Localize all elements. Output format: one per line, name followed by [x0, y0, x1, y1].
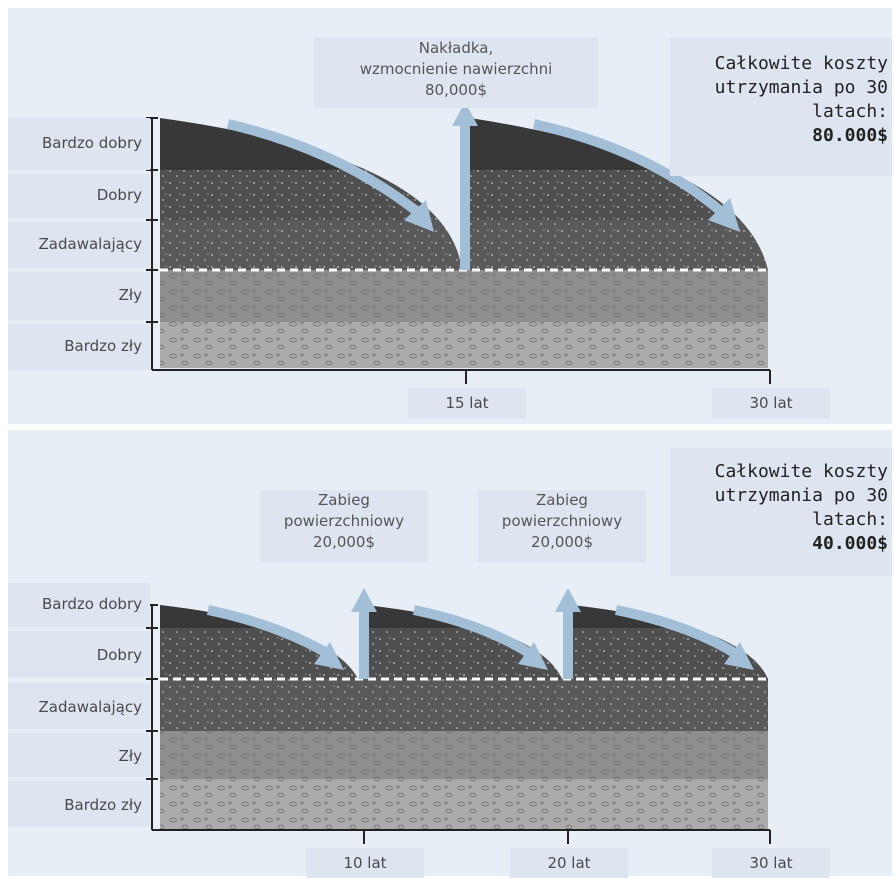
top-total-line-1: Całkowite koszty — [714, 53, 888, 74]
top-very-poor-texture — [160, 322, 768, 368]
bottom-intervention-1-line-2: powierzchniowy — [283, 512, 405, 530]
bottom-intervention-note-2: Zabieg powierzchniowy 20,000$ — [478, 490, 646, 562]
top-condition-very-good: Bardzo dobry — [8, 118, 150, 170]
top-total-line-3: latach: — [812, 101, 888, 122]
bottom-poor-texture — [160, 731, 768, 779]
top-condition-fair: Zadawalający — [8, 222, 150, 268]
bottom-condition-very-poor: Bardzo zły — [8, 781, 150, 827]
bottom-time-label-20: 20 lat — [510, 848, 628, 878]
top-intervention-line-2: wzmocnienie nawierzchni — [359, 60, 553, 78]
top-total-box — [670, 38, 892, 176]
bottom-pavement-section-3 — [572, 605, 768, 679]
bottom-arrows — [206, 588, 754, 679]
top-condition-very-poor: Bardzo zły — [8, 324, 150, 370]
bottom-intervention-2-line-1: Zabieg — [536, 491, 588, 509]
top-poor-texture — [160, 270, 768, 322]
top-total-line-2: utrzymania po 30 — [714, 77, 888, 98]
top-time-label-15: 15 lat — [408, 388, 526, 418]
bottom-condition-good: Dobry — [8, 631, 150, 677]
bottom-intervention-1-cost: 20,000$ — [312, 533, 376, 551]
bottom-total-amount: 40.000$ — [812, 533, 888, 554]
bottom-condition-very-good: Bardzo dobry — [8, 583, 150, 627]
bottom-condition-fair: Zadawalający — [8, 683, 150, 729]
bottom-very-poor-texture — [160, 779, 768, 829]
bottom-fair-texture — [160, 679, 768, 731]
bottom-total-cost: Całkowite koszty utrzymania po 30 latach… — [670, 460, 888, 556]
bottom-time-label-30: 30 lat — [712, 848, 830, 878]
bottom-total-box — [670, 448, 892, 576]
top-intervention-line-1: Nakładka, — [418, 39, 494, 57]
top-intervention-note: Nakładka, wzmocnienie nawierzchni 80,000… — [314, 38, 598, 108]
top-axes — [146, 117, 771, 384]
bottom-time-label-10: 10 lat — [306, 848, 424, 878]
top-condition-good: Dobry — [8, 174, 150, 218]
top-total-cost: Całkowite koszty utrzymania po 30 latach… — [670, 52, 888, 148]
bottom-total-line-3: latach: — [812, 509, 888, 530]
bottom-total-line-1: Całkowite koszty — [714, 461, 888, 482]
bottom-intervention-2-line-2: powierzchniowy — [501, 512, 623, 530]
top-pavement-section-1 — [160, 118, 462, 270]
bottom-intervention-note-1: Zabieg powierzchniowy 20,000$ — [260, 490, 428, 562]
top-condition-poor: Zły — [8, 272, 150, 320]
bottom-total-line-2: utrzymania po 30 — [714, 485, 888, 506]
top-time-label-30: 30 lat — [712, 388, 830, 418]
top-total-amount: 80.000$ — [812, 125, 888, 146]
bottom-intervention-2-cost: 20,000$ — [530, 533, 594, 551]
top-arrows — [226, 102, 740, 270]
bottom-pavement-section-2 — [366, 605, 562, 679]
top-intervention-cost: 80,000$ — [424, 81, 488, 99]
bottom-intervention-1-line-1: Zabieg — [318, 491, 370, 509]
bottom-axes — [146, 604, 771, 844]
bottom-condition-poor: Zły — [8, 733, 150, 777]
